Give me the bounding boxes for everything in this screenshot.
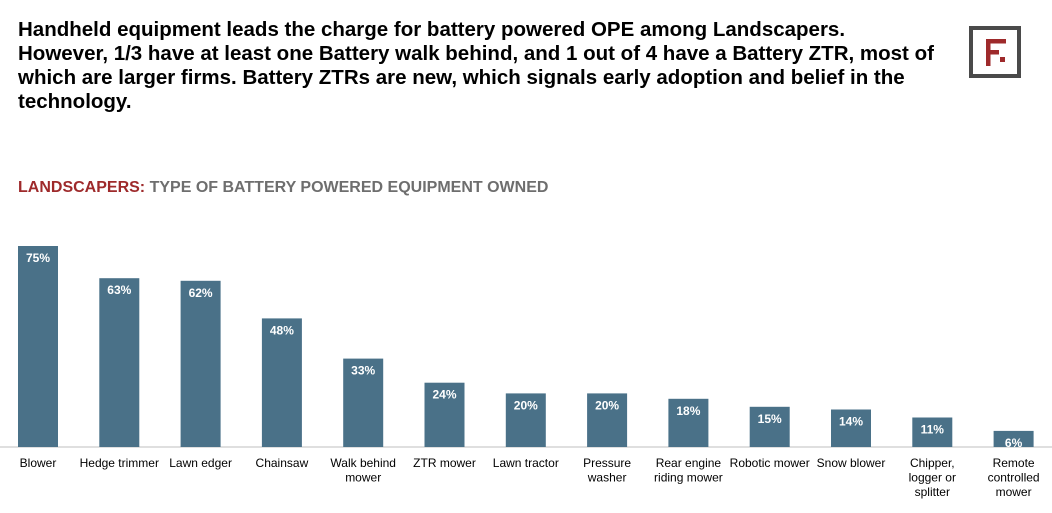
category-label: Snow blower bbox=[817, 456, 886, 470]
category-label: Chainsaw bbox=[256, 456, 309, 470]
bar-value-label: 15% bbox=[758, 412, 782, 426]
bar bbox=[668, 398, 709, 447]
bar bbox=[993, 430, 1034, 447]
bar-value-label: 75% bbox=[26, 251, 50, 265]
bar bbox=[749, 406, 790, 447]
category-label: Chipper, logger or splitter bbox=[909, 456, 956, 499]
bar bbox=[505, 393, 546, 447]
category-label: Robotic mower bbox=[730, 456, 810, 470]
bar-value-label: 20% bbox=[595, 398, 619, 412]
bar-value-label: 33% bbox=[351, 364, 375, 378]
bar bbox=[912, 417, 953, 447]
bar bbox=[587, 393, 628, 447]
bar-value-label: 20% bbox=[514, 398, 538, 412]
category-label: Remote controlled mower bbox=[988, 456, 1040, 499]
chart-title-prefix: LANDSCAPERS: bbox=[18, 179, 146, 196]
bar bbox=[180, 280, 221, 447]
category-label: ZTR mower bbox=[413, 456, 476, 470]
bar-value-label: 11% bbox=[921, 423, 945, 437]
bar-value-label: 6% bbox=[1005, 436, 1023, 450]
category-label: Blower bbox=[20, 456, 57, 470]
bar-value-label: 14% bbox=[839, 415, 863, 429]
brand-f-logo-icon bbox=[969, 26, 1021, 78]
bar-value-label: 63% bbox=[107, 283, 131, 297]
chart-title: LANDSCAPERS: TYPE OF BATTERY POWERED EQU… bbox=[18, 178, 548, 198]
bar bbox=[343, 358, 384, 447]
category-label: Lawn tractor bbox=[493, 456, 559, 470]
headline: Handheld equipment leads the charge for … bbox=[18, 18, 934, 113]
bar bbox=[18, 246, 58, 447]
bar bbox=[831, 409, 871, 447]
bar bbox=[424, 382, 465, 447]
category-label: Pressure washer bbox=[583, 456, 631, 485]
chart-title-text: TYPE OF BATTERY POWERED EQUIPMENT OWNED bbox=[149, 179, 549, 196]
bar-chart: 75% Blower 63% Hedge trimmer 62% Lawn edger 48… bbox=[0, 246, 1052, 499]
bar bbox=[261, 318, 302, 447]
bar-value-label: 18% bbox=[676, 404, 700, 418]
bar-value-label: 24% bbox=[432, 388, 456, 402]
bar bbox=[99, 278, 140, 447]
category-label: Lawn edger bbox=[169, 456, 232, 470]
category-label: Walk behind mower bbox=[330, 456, 396, 485]
bar-value-label: 62% bbox=[189, 286, 213, 300]
category-label: Rear engine riding mower bbox=[654, 456, 723, 485]
bar-value-label: 48% bbox=[270, 323, 294, 337]
category-label: Hedge trimmer bbox=[80, 456, 159, 470]
